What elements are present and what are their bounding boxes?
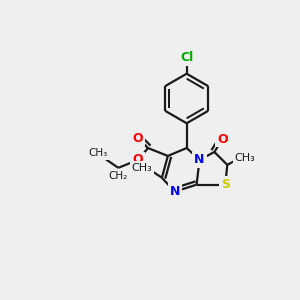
Text: CH₂: CH₂: [109, 171, 128, 181]
Text: N: N: [169, 185, 180, 198]
Text: S: S: [221, 178, 230, 191]
Text: N: N: [194, 153, 205, 167]
Text: CH₃: CH₃: [235, 153, 256, 163]
Text: O: O: [133, 132, 143, 145]
Text: O: O: [133, 153, 143, 167]
Text: CH₃: CH₃: [89, 148, 108, 158]
Text: Cl: Cl: [180, 51, 193, 64]
Text: CH₃: CH₃: [132, 163, 152, 173]
Text: O: O: [217, 133, 228, 146]
